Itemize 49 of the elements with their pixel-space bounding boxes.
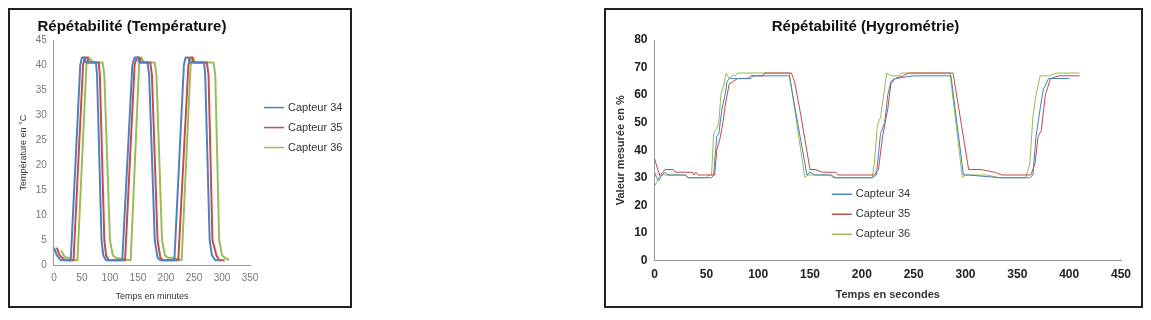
x-tick-label: 300 bbox=[955, 266, 976, 281]
x-tick-label: 350 bbox=[241, 271, 259, 283]
x-tick-label: 100 bbox=[748, 266, 769, 281]
y-tick-label: 40 bbox=[35, 58, 48, 70]
y-tick-label: 5 bbox=[41, 233, 48, 245]
chart-title: Répétabilité (Hygrométrie) bbox=[771, 17, 960, 35]
y-tick-label: 35 bbox=[35, 83, 48, 95]
chart-title: Répétabilité (Température) bbox=[37, 17, 227, 35]
x-tick-label: 450 bbox=[1110, 266, 1132, 281]
y-tick-label: 0 bbox=[640, 252, 648, 267]
x-tick-label: 100 bbox=[101, 271, 119, 283]
x-tick-label: 200 bbox=[157, 271, 175, 283]
y-tick-label: 25 bbox=[35, 133, 48, 145]
legend-label: Capteur 35 bbox=[855, 207, 911, 220]
x-tick-label: 50 bbox=[76, 271, 88, 283]
x-tick-label: 0 bbox=[51, 271, 58, 283]
x-tick-label: 50 bbox=[699, 266, 714, 281]
legend-label: Capteur 34 bbox=[855, 187, 911, 200]
y-tick-label: 40 bbox=[634, 142, 648, 157]
x-tick-label: 0 bbox=[651, 266, 659, 281]
y-axis-title: Température en °C bbox=[17, 114, 28, 191]
x-tick-label: 400 bbox=[1059, 266, 1080, 281]
x-tick-label: 300 bbox=[213, 271, 231, 283]
y-tick-label: 15 bbox=[35, 183, 48, 195]
x-tick-label: 250 bbox=[903, 266, 925, 281]
y-tick-label: 45 bbox=[35, 33, 48, 45]
y-tick-label: 20 bbox=[35, 158, 48, 170]
y-tick-label: 0 bbox=[41, 258, 48, 270]
x-tick-label: 150 bbox=[129, 271, 147, 283]
x-axis-title: Temps en secondes bbox=[835, 288, 940, 301]
legend-label: Capteur 36 bbox=[855, 227, 911, 240]
y-axis-title: Valeur mesurée en % bbox=[613, 94, 626, 206]
x-tick-label: 250 bbox=[185, 271, 203, 283]
legend-label: Capteur 34 bbox=[288, 100, 343, 113]
y-tick-label: 10 bbox=[634, 225, 648, 240]
x-tick-label: 150 bbox=[800, 266, 821, 281]
y-tick-label: 70 bbox=[634, 59, 648, 74]
legend-label: Capteur 35 bbox=[288, 120, 343, 133]
y-tick-label: 80 bbox=[634, 32, 648, 47]
x-tick-label: 200 bbox=[851, 266, 873, 281]
y-tick-label: 60 bbox=[634, 87, 648, 102]
y-tick-label: 30 bbox=[634, 170, 648, 185]
x-tick-label: 350 bbox=[1007, 266, 1028, 281]
y-tick-label: 30 bbox=[35, 108, 48, 120]
x-axis-title: Temps en minutes bbox=[115, 291, 189, 302]
y-tick-label: 10 bbox=[35, 208, 48, 220]
legend-label: Capteur 36 bbox=[288, 140, 343, 153]
y-tick-label: 20 bbox=[634, 197, 648, 212]
y-tick-label: 50 bbox=[634, 114, 648, 129]
